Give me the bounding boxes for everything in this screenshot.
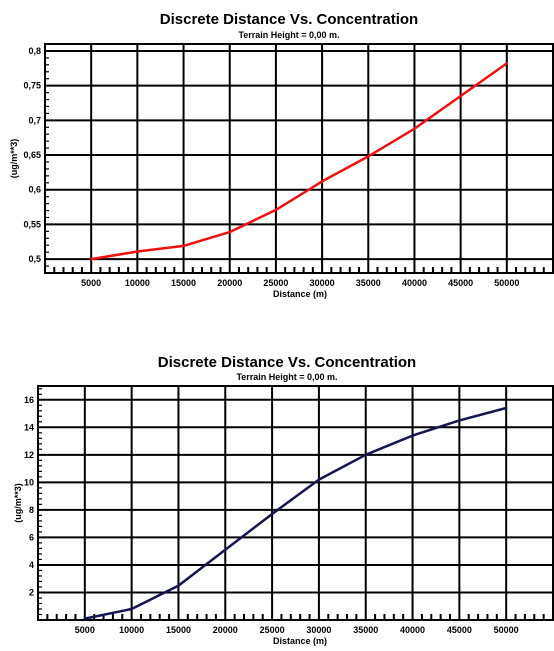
chart-top-x-tick-label: 45000 [448,278,473,288]
chart-top-data-point [367,155,370,158]
chart-bottom-y-tick-label: 16 [24,395,34,405]
chart-top-svg: Discrete Distance Vs. Concentration Terra… [9,11,554,299]
chart-top-data-point [505,62,509,65]
chart-bottom-data-point [270,512,274,516]
chart-bottom-x-tick-label: 10000 [119,625,144,635]
chart-bottom-data-point [411,434,414,437]
chart-bottom-data-point [364,453,367,457]
chart-top-y-tick-label: 0,5 [28,254,41,264]
chart-top-y-tick-label: 0,75 [23,81,41,91]
chart-bottom-x-tick-label: 35000 [353,625,378,635]
chart-top-data-point [182,244,185,248]
chart-bottom-x-tick-label: 50000 [494,625,519,635]
chart-bottom-y-tick-label: 10 [24,477,34,487]
chart-bottom-y-tick-label: 6 [29,532,34,542]
chart-top-x-tick-label: 40000 [402,278,427,288]
chart-bottom-svg: Discrete Distance Vs. ConcentrationTerra… [13,354,554,646]
chart-top-y-tick-label: 0,55 [23,219,41,229]
chart-top-x-tick-label: 20000 [217,278,242,288]
chart-top-plot-area [45,44,553,273]
chart-bottom-plot-area [38,386,553,620]
chart-top-y-tick-label: 0,6 [28,185,41,195]
chart-top-x-tick-label: 10000 [125,278,150,288]
chart-bottom-plot-frame [37,385,554,621]
chart-top-data-point [228,230,231,234]
chart-top-plot-frame [44,43,554,274]
chart-top-subtitle: Terrain Height = 0,00 m. [238,30,339,40]
chart-bottom-x-tick-label: 20000 [213,625,238,635]
chart-bottom-data-point [504,406,508,410]
chart-top: Discrete Distance Vs. Concentration Terra… [0,0,554,320]
chart-top-x-tick-label: 50000 [494,278,519,288]
chart-bottom-subtitle: Terrain Height = 0,00 m. [236,372,337,382]
chart-top-y-axis-label: (ug/m**3) [9,139,19,179]
chart-bottom-y-tick-label: 2 [29,587,34,597]
chart-bottom-series-line [84,406,507,620]
chart-top-y-tick-label: 0,8 [28,46,41,56]
chart-top-y-tick-label: 0,7 [28,115,41,125]
chart-top-x-tick-label: 5000 [81,278,101,288]
chart-bottom-x-tick-label: 45000 [447,625,472,635]
chart-bottom-y-tick-label: 4 [29,560,34,570]
chart-top-data-point [274,208,278,212]
chart-bottom-title: Discrete Distance Vs. Concentration [158,354,416,371]
chart-top-data-point [136,250,139,253]
chart-top-title: Discrete Distance Vs. Concentration [160,11,418,28]
chart-top-x-tick-label: 25000 [263,278,288,288]
chart-bottom-x-tick-label: 25000 [260,625,285,635]
chart-top-data-point [320,180,324,183]
chart-top-x-axis-label: Distance (m) [273,289,327,299]
chart-top-x-tick-label: 35000 [356,278,381,288]
chart-top-data-point [413,127,416,130]
chart-bottom-x-tick-label: 5000 [75,625,95,635]
chart-bottom-y-tick-label: 14 [24,422,34,432]
chart-bottom-data-point [83,617,87,620]
chart-bottom-x-tick-label: 15000 [166,625,191,635]
chart-bottom-data-point [458,419,461,422]
chart-bottom-data-point [224,548,227,551]
chart-bottom-y-tick-label: 8 [29,505,34,515]
chart-top-y-tick-label: 0,65 [23,150,41,160]
chart-bottom-data-point [177,584,180,587]
chart-bottom-y-axis-label: (ug/m**3) [13,483,23,523]
chart-bottom: Discrete Distance Vs. Concentration Terra… [0,342,554,651]
chart-bottom-x-axis-label: Distance (m) [273,636,327,646]
chart-bottom-y-tick-label: 12 [24,450,34,460]
chart-top-data-point [459,94,462,98]
chart-bottom-x-tick-label: 40000 [400,625,425,635]
chart-top-data-point [89,257,93,261]
chart-top-x-tick-label: 15000 [171,278,196,288]
chart-top-series-line [90,62,508,261]
chart-top-x-tick-label: 30000 [310,278,335,288]
chart-bottom-data-point [130,607,133,611]
chart-bottom-data-point [317,478,321,481]
chart-bottom-x-tick-label: 30000 [306,625,331,635]
